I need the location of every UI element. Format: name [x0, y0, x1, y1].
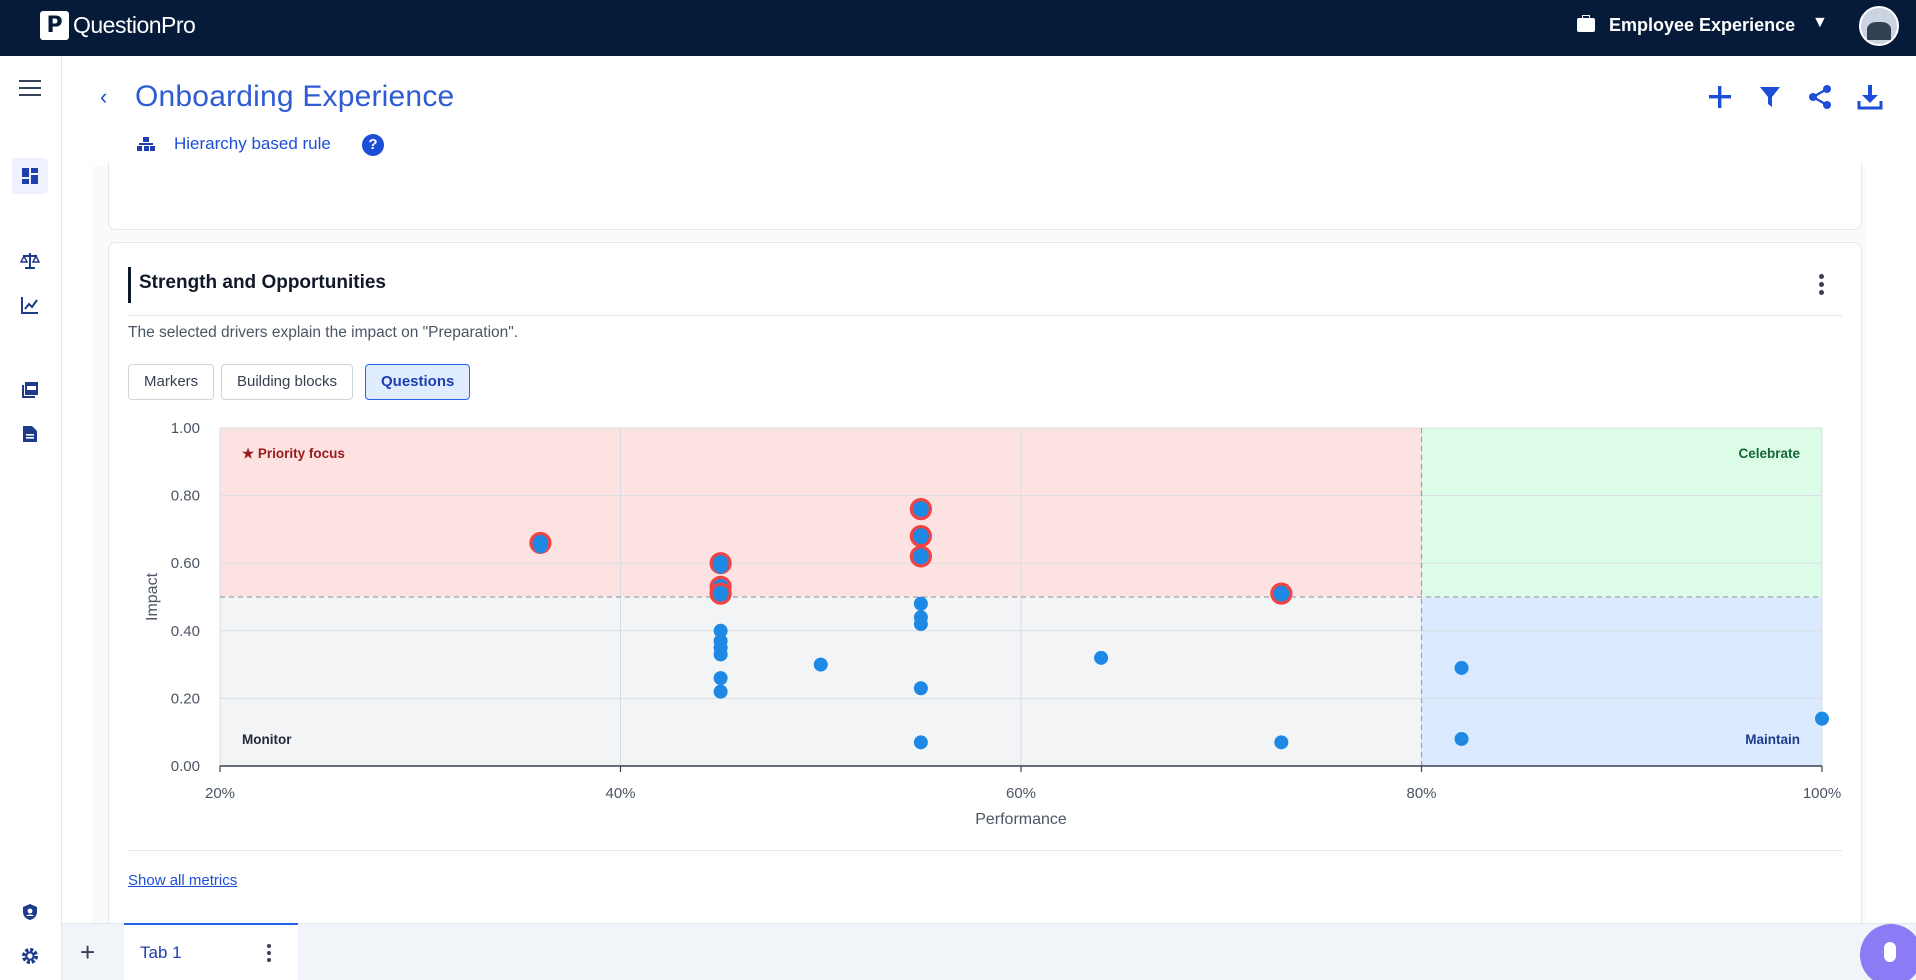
menu-icon[interactable]	[12, 70, 48, 106]
data-point	[713, 671, 728, 686]
data-point	[913, 681, 928, 696]
balance-icon[interactable]	[12, 243, 48, 279]
y-tick-label: 0.00	[171, 758, 200, 775]
y-tick-label: 1.00	[171, 420, 200, 437]
filter-icon[interactable]	[1755, 82, 1785, 112]
quadrant-label-priority-focus: ★ Priority focus	[242, 446, 345, 461]
y-tick-label: 0.60	[171, 555, 200, 572]
x-tick-label: 60%	[1006, 785, 1036, 802]
logo-mark: P	[40, 11, 69, 40]
data-point	[1454, 660, 1469, 675]
quadrant-priority-focus	[220, 428, 1422, 597]
x-tick-label: 80%	[1406, 785, 1436, 802]
gear-icon[interactable]	[12, 938, 48, 974]
left-rail	[0, 56, 62, 980]
pdf-icon[interactable]	[12, 372, 48, 408]
data-point	[1094, 650, 1109, 665]
add-icon[interactable]	[1705, 82, 1735, 112]
page-title: Onboarding Experience	[135, 80, 455, 113]
divider	[128, 850, 1842, 851]
tab-bar	[62, 923, 1916, 980]
data-point	[713, 684, 728, 699]
toggle-markers[interactable]: Markers	[128, 364, 215, 400]
top-bar: P QuestionPro Employee Experience ▼	[0, 0, 1916, 56]
x-axis-label: Performance	[975, 811, 1067, 828]
toggle-questions[interactable]: Questions	[365, 364, 471, 400]
data-point	[713, 559, 728, 574]
data-point	[1274, 735, 1289, 750]
quadrant-celebrate	[1421, 428, 1822, 597]
add-tab-button[interactable]: +	[80, 937, 96, 967]
data-point	[713, 647, 728, 662]
questionpro-logo[interactable]: P QuestionPro	[40, 11, 196, 40]
data-point	[1815, 711, 1829, 726]
data-point	[713, 623, 728, 638]
brand-name: QuestionPro	[73, 12, 196, 38]
y-axis-label: Impact	[144, 572, 161, 621]
previous-card	[108, 162, 1862, 230]
shield-icon[interactable]	[12, 894, 48, 930]
product-switcher[interactable]: Employee Experience	[1577, 12, 1795, 38]
document-icon[interactable]	[12, 416, 48, 452]
quadrant-label-monitor: Monitor	[242, 732, 292, 747]
trend-icon[interactable]	[12, 287, 48, 323]
dashboard-icon[interactable]	[12, 158, 48, 194]
data-point	[533, 539, 548, 554]
caret-down-icon[interactable]: ▼	[1812, 14, 1828, 31]
y-tick-label: 0.80	[171, 488, 200, 505]
data-point	[913, 596, 928, 611]
y-tick-label: 0.40	[171, 623, 200, 640]
hierarchy-icon	[137, 137, 155, 151]
tab-menu-icon[interactable]	[264, 942, 276, 966]
avatar[interactable]	[1859, 6, 1899, 46]
x-tick-label: 100%	[1803, 785, 1841, 802]
data-point-highlighted	[1270, 582, 1293, 605]
back-chevron-icon[interactable]: ‹	[100, 84, 108, 109]
data-point	[913, 617, 928, 632]
card-title: Strength and Opportunities	[128, 267, 386, 303]
toggle-building-blocks[interactable]: Building blocks	[221, 364, 354, 400]
data-point-highlighted	[709, 582, 732, 605]
hierarchy-rule-label: Hierarchy based rule	[174, 134, 331, 153]
data-point	[913, 735, 928, 750]
show-all-metrics-link[interactable]: Show all metrics	[128, 872, 238, 889]
quadrant-label-celebrate: Celebrate	[1738, 446, 1800, 461]
help-icon[interactable]: ?	[362, 134, 384, 156]
product-name: Employee Experience	[1609, 14, 1796, 35]
scatter-chart: 20% 40% 60% 80% 100% 0.00 0.20 0.40 0.60 0.80 1.00…	[144, 420, 1841, 828]
x-tick-label: 20%	[205, 785, 235, 802]
hierarchy-rule-link[interactable]: Hierarchy based rule	[137, 134, 331, 154]
data-point-highlighted	[909, 525, 932, 548]
microphone-icon[interactable]	[1860, 924, 1916, 980]
data-point	[1454, 731, 1469, 746]
data-point	[813, 657, 828, 672]
data-point-highlighted	[909, 545, 932, 568]
quadrant-maintain	[1421, 597, 1822, 766]
tab-label: Tab 1	[140, 943, 182, 962]
quadrant-monitor	[220, 597, 1422, 766]
card-menu-icon[interactable]	[1816, 272, 1828, 296]
download-icon[interactable]	[1855, 82, 1885, 112]
x-tick-label: 40%	[605, 785, 635, 802]
share-icon[interactable]	[1805, 82, 1835, 112]
card-subtitle: The selected drivers explain the impact …	[128, 324, 519, 341]
divider	[128, 315, 1842, 316]
briefcase-icon	[1577, 15, 1595, 32]
y-tick-label: 0.20	[171, 690, 200, 707]
data-point-highlighted	[909, 498, 932, 521]
quadrant-label-maintain: Maintain	[1745, 732, 1800, 747]
